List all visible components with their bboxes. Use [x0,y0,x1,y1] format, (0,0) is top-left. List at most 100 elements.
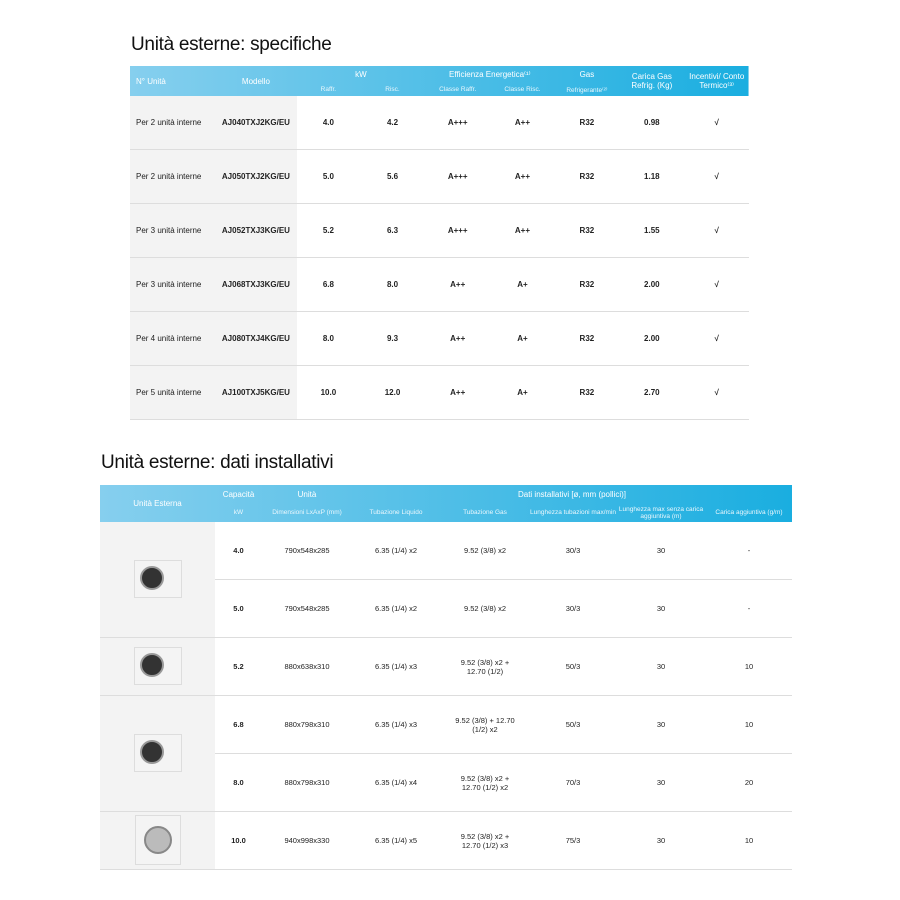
cell: 6.35 (1/4) x5 [352,811,440,870]
cell: 50/3 [530,637,616,696]
cell: Per 2 unità interne [130,96,216,150]
cell: 6.35 (1/4) x4 [352,753,440,812]
cell: R32 [554,149,620,204]
table-row: Per 2 unità interne AJ050TXJ2KG/EU 5.0 5.6 A… [130,149,749,204]
cell: A++ [490,203,555,258]
cell: 4.2 [359,96,426,150]
cell: Per 2 unità interne [130,149,216,204]
cell: - [706,579,792,638]
cell: 940x998x330 [262,811,352,870]
cell: 5.0 [215,579,262,638]
cell: A+ [490,257,555,312]
cell: Per 4 unità interne [130,311,216,366]
cell: √ [684,203,749,258]
fan-icon [143,825,172,854]
cell: 2.00 [619,311,685,366]
cell: 30 [616,753,706,812]
cell: 8.0 [215,753,262,812]
cell: √ [684,149,749,204]
cell: 6.35 (1/4) x2 [352,522,440,580]
cell: 5.2 [215,637,262,696]
inst-title: Unità esterne: dati installativi [101,452,334,473]
cell: A++ [425,257,491,312]
cell: 12.0 [359,365,426,420]
cell: 1.18 [619,149,685,204]
cell: AJ050TXJ2KG/EU [215,149,297,204]
cell: 6.3 [359,203,426,258]
cell: 9.52 (3/8) x2 + 12.70 (1/2) x3 [440,811,530,870]
outdoor-unit-image [133,733,182,772]
cell: Per 3 unità interne [130,257,216,312]
cell: 5.2 [296,203,360,258]
cell: AJ040TXJ2KG/EU [215,96,297,150]
fan-icon [139,565,164,590]
fan-icon [139,739,164,764]
col-lung: Lunghezza tubazioni max/min [530,509,616,516]
table-row: 10.0 940x998x330 6.35 (1/4) x5 9.52 (3/8) x… [100,811,792,870]
table-row: 6.8 880x798x310 6.35 (1/4) x3 9.52 (3/8) + … [100,695,792,812]
cell: R32 [554,365,620,420]
cell: 880x638x310 [262,637,352,696]
cell: 4.0 [296,96,360,150]
col-dim: Dimensioni LxAxP (mm) [272,509,342,516]
table-row: Per 2 unità interne AJ040TXJ2KG/EU 4.0 4.2 A… [130,96,749,150]
col-liq: Tubazione Liquido [369,509,423,516]
cell: A+ [490,311,555,366]
cell: 30 [616,637,706,696]
cell: 790x548x285 [262,579,352,638]
col-kw: kW [233,509,244,516]
cell: Per 5 unità interne [130,365,216,420]
cell: 9.52 (3/8) + 12.70 (1/2) x2 [440,695,530,754]
cell: 20 [706,753,792,812]
cell: 30 [616,522,706,580]
cell: 8.0 [359,257,426,312]
cell: A+ [490,365,555,420]
cell: A++ [490,96,555,150]
table-row: 8.0 880x798x310 6.35 (1/4) x4 9.52 (3/8) x2… [100,753,792,812]
cell: AJ080TXJ4KG/EU [215,311,297,366]
cell: 2.70 [619,365,685,420]
cell: 30/3 [530,579,616,638]
cell: A++ [425,311,491,366]
table-row: Per 3 unità interne AJ068TXJ3KG/EU 6.8 8.0 A… [130,257,749,312]
col-kw: kW [355,70,367,79]
table-row: Per 3 unità interne AJ052TXJ3KG/EU 5.2 6.3 A… [130,203,749,258]
cell: - [706,522,792,580]
col-classe-risc: Classe Risc. [504,86,541,93]
col-lungmax: Lunghezza max senza carica aggiuntiva (m… [618,505,704,520]
cell: 6.8 [215,695,262,754]
cell: 4.0 [215,522,262,580]
cell: AJ100TXJ5KG/EU [215,365,297,420]
col-gas: Gas [579,70,595,79]
cell: A+++ [425,203,491,258]
cell: 70/3 [530,753,616,812]
cell: 880x798x310 [262,695,352,754]
cell: √ [684,365,749,420]
col-car: Carica aggiuntiva (g/m) [715,509,783,516]
col-cap: Capacità [222,489,255,499]
cell: 9.52 (3/8) x2 [440,579,530,638]
table-row: Per 5 unità interne AJ100TXJ5KG/EU 10.0 12.… [130,365,749,420]
spec-title: Unità esterne: specifiche [131,34,332,55]
cell: 10.0 [296,365,360,420]
outdoor-unit-image [133,646,182,685]
cell: R32 [554,96,620,150]
cell: √ [684,257,749,312]
cell: Per 3 unità interne [130,203,216,258]
col-n: N° Unità [136,76,166,86]
cell: 6.35 (1/4) x3 [352,695,440,754]
table-row: 5.2 880x638x310 6.35 (1/4) x3 9.52 (3/8) x2… [100,637,792,696]
cell: R32 [554,203,620,258]
cell: 30/3 [530,522,616,580]
fan-icon [139,652,164,677]
cell: 10 [706,811,792,870]
outdoor-unit-image [134,814,181,865]
col-eff: Efficienza Energetica⁽¹⁾ [449,70,531,79]
unit-image-cell [100,637,215,696]
cell: AJ068TXJ3KG/EU [215,257,297,312]
cell: 8.0 [296,311,360,366]
col-gas: Tubazione Gas [463,509,507,516]
cell: 9.3 [359,311,426,366]
cell: 30 [616,695,706,754]
col-incentivi: Incentivi/ Conto Termico⁽³⁾ [689,72,745,90]
